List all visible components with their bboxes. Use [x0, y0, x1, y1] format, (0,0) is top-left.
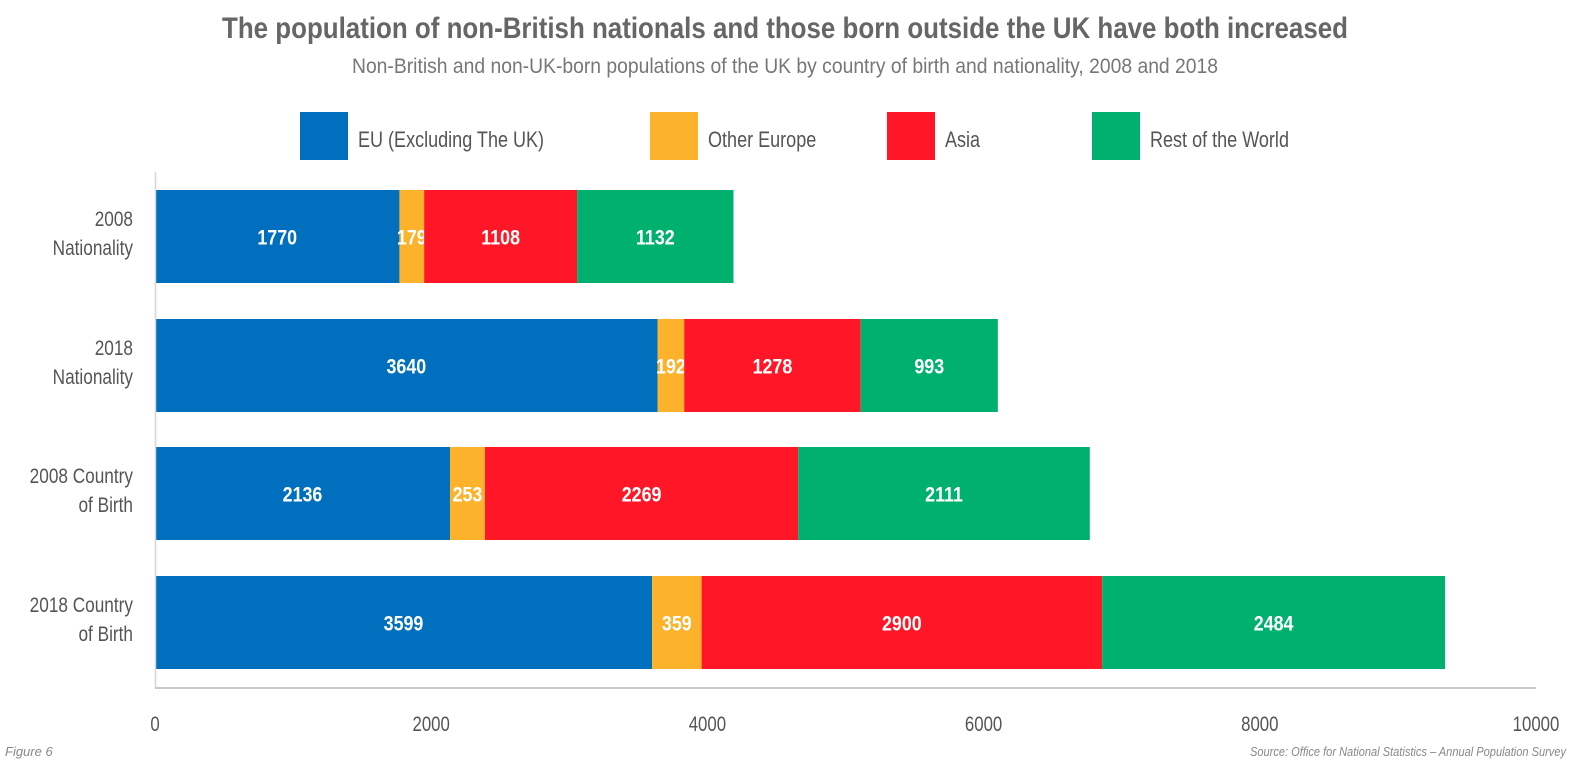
chart-title: The population of non-British nationals …	[222, 12, 1348, 45]
category-label: of Birth	[78, 495, 133, 518]
category-label: 2008	[95, 209, 133, 232]
data-label: 1770	[257, 226, 297, 250]
category-label: Nationality	[53, 238, 134, 261]
data-label: 2136	[283, 483, 323, 507]
legend-label: Rest of the World	[1150, 128, 1289, 152]
legend-label: Other Europe	[708, 128, 816, 152]
data-label: 1278	[753, 355, 793, 379]
x-tick-label: 2000	[413, 713, 450, 736]
legend-swatch	[1092, 112, 1140, 160]
data-label: 192	[656, 355, 686, 379]
bar-segment	[798, 447, 1090, 540]
bar-segment	[577, 190, 734, 283]
data-label: 1108	[481, 226, 520, 250]
bar-segment	[652, 576, 702, 669]
legend-swatch	[300, 112, 348, 160]
x-tick-label: 10000	[1513, 713, 1560, 736]
bars: 1770 179 1108 1132 3640 192 1278 993 2136 253 2269…	[155, 190, 1446, 669]
x-tick-label: 8000	[1241, 713, 1278, 736]
bar-segment	[155, 319, 658, 412]
source-note: Source: Office for National Statistics –…	[1250, 744, 1567, 759]
category-label: of Birth	[78, 624, 133, 647]
bar-segment	[701, 576, 1103, 669]
data-label: 179	[397, 226, 427, 250]
x-tick-label: 0	[150, 713, 159, 736]
bar-segment	[860, 319, 998, 412]
legend: EU (Excluding The UK) Other Europe Asia Res…	[300, 112, 1289, 160]
bar-segment	[657, 319, 685, 412]
bar-segment	[399, 190, 425, 283]
category-label: Nationality	[53, 367, 134, 390]
data-label: 3640	[387, 355, 427, 379]
data-label: 2900	[882, 612, 922, 636]
bar-segment	[484, 447, 799, 540]
bar-segment	[684, 319, 861, 412]
legend-swatch	[887, 112, 935, 160]
bar-segment	[155, 447, 450, 540]
x-tick-label: 6000	[965, 713, 1002, 736]
x-axis-ticks: 0 2000 4000 6000 8000 10000	[150, 713, 1559, 736]
legend-label: EU (Excluding The UK)	[358, 128, 544, 152]
category-label: 2018 Country	[30, 595, 134, 618]
figure-number: Figure 6	[5, 744, 53, 759]
legend-swatch	[650, 112, 698, 160]
bar-segment	[449, 447, 485, 540]
category-label: 2018	[95, 338, 133, 361]
data-label: 3599	[384, 612, 424, 636]
legend-label: Asia	[945, 128, 981, 152]
data-label: 1132	[636, 226, 675, 250]
chart-subtitle: Non-British and non-UK-born populations …	[352, 55, 1218, 78]
bar-segment	[155, 190, 400, 283]
category-label: 2008 Country	[30, 466, 134, 489]
data-label: 2269	[622, 483, 662, 507]
data-label: 993	[914, 355, 944, 379]
bar-segment	[155, 576, 653, 669]
data-label: 253	[453, 483, 483, 507]
bar-segment	[424, 190, 578, 283]
bar-segment	[1102, 576, 1446, 669]
data-label: 359	[662, 612, 692, 636]
data-label: 2484	[1254, 612, 1294, 636]
data-label: 2111	[925, 483, 963, 507]
category-labels: 2008 Nationality 2018 Nationality 2008 Count…	[30, 209, 134, 647]
x-tick-label: 4000	[689, 713, 726, 736]
